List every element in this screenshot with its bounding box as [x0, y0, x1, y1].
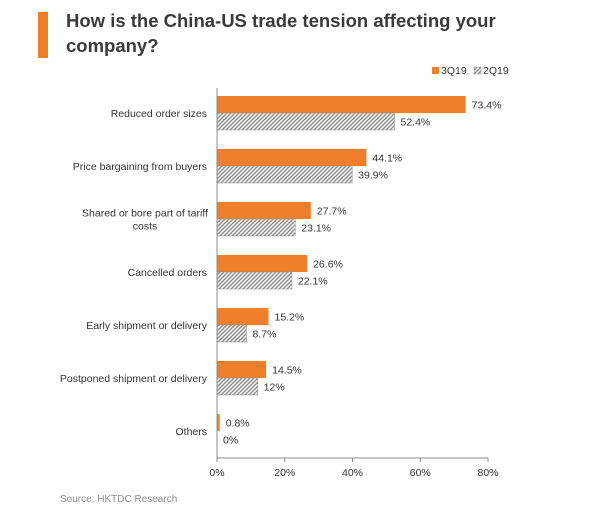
category-label-4: Early shipment or delivery — [86, 320, 208, 332]
bar-3Q19-0 — [217, 96, 466, 113]
x-tick-label-1: 20% — [274, 467, 295, 479]
source-note: Source: HKTDC Research — [60, 494, 178, 505]
bar-3Q19-5 — [217, 361, 267, 378]
x-tick-label-2: 40% — [342, 467, 363, 479]
data-label-3Q19-3: 26.6% — [313, 259, 343, 271]
bar-2Q19-2 — [216, 218, 296, 237]
data-label-3Q19-0: 73.4% — [472, 100, 502, 112]
title-accent-bar — [38, 12, 48, 58]
data-label-2Q19-5: 12% — [264, 382, 285, 394]
category-label-0: Reduced order sizes — [111, 108, 207, 120]
category-label-1: Price bargaining from buyers — [73, 161, 207, 173]
data-label-3Q19-4: 15.2% — [274, 312, 304, 324]
bar-2Q19-1 — [216, 165, 353, 184]
bar-2Q19-3 — [216, 271, 293, 290]
legend-label-3Q19: 3Q19 — [441, 65, 467, 77]
bar-2Q19-0 — [216, 112, 395, 131]
category-label-3: Cancelled orders — [128, 267, 207, 279]
data-label-3Q19-1: 44.1% — [372, 153, 402, 165]
data-label-3Q19-6: 0.8% — [226, 418, 250, 430]
data-label-2Q19-2: 23.1% — [301, 223, 331, 235]
category-label-6: Others — [175, 426, 207, 438]
legend-swatch-3Q19 — [432, 67, 439, 74]
legend-label-2Q19: 2Q19 — [483, 65, 509, 77]
data-label-2Q19-4: 8.7% — [252, 329, 276, 341]
legend-swatch-2Q19 — [473, 66, 482, 75]
bar-3Q19-6 — [217, 414, 220, 431]
data-label-2Q19-3: 22.1% — [298, 276, 328, 288]
data-label-2Q19-6: 0% — [223, 435, 238, 447]
bar-3Q19-3 — [217, 255, 308, 272]
data-label-2Q19-0: 52.4% — [401, 117, 431, 129]
data-label-3Q19-2: 27.7% — [317, 206, 347, 218]
category-label-2: Shared or bore part of tariff costs — [82, 208, 208, 233]
data-label-2Q19-1: 39.9% — [358, 170, 388, 182]
bar-3Q19-1 — [217, 149, 367, 166]
bar-2Q19-4 — [216, 324, 247, 343]
x-tick-label-4: 80% — [477, 467, 498, 479]
bar-3Q19-4 — [217, 308, 269, 325]
x-tick-label-3: 60% — [410, 467, 431, 479]
bar-3Q19-2 — [217, 202, 311, 219]
category-label-5: Postponed shipment or delivery — [60, 373, 208, 385]
bar-2Q19-5 — [216, 377, 258, 396]
data-label-3Q19-5: 14.5% — [272, 365, 302, 377]
chart-title: How is the China-US trade tension affect… — [66, 10, 496, 56]
x-tick-label-0: 0% — [209, 467, 224, 479]
